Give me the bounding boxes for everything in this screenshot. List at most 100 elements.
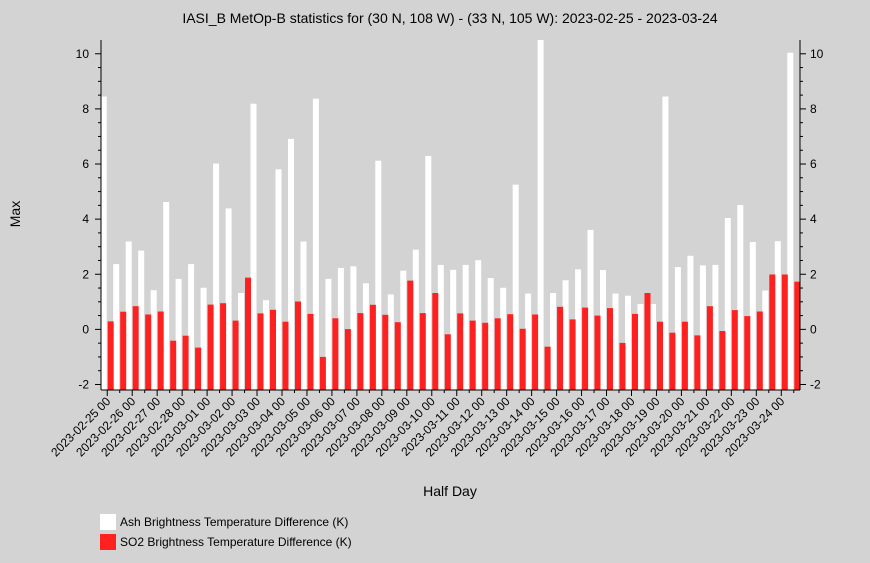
y-tick-label-right-0: 0 xyxy=(810,322,817,336)
so2-bar-27 xyxy=(444,334,451,390)
ash-bar-55 xyxy=(787,52,794,390)
ash-bar-41 xyxy=(612,293,619,390)
so2-bar-10 xyxy=(232,320,239,390)
ash-bar-4 xyxy=(150,290,157,390)
ash-bar-33 xyxy=(512,184,519,390)
so2-bar-52 xyxy=(756,311,763,390)
ash-bar-32 xyxy=(500,287,507,390)
ash-bar-20 xyxy=(350,266,357,390)
so2-bar-34 xyxy=(532,314,539,390)
so2-bar-1 xyxy=(120,311,127,390)
ash-bar-3 xyxy=(138,250,145,390)
so2-bar-39 xyxy=(594,315,601,390)
ash-bar-34 xyxy=(525,293,532,390)
ash-bar-15 xyxy=(288,138,294,390)
ash-bar-28 xyxy=(450,269,457,390)
so2-bar-11 xyxy=(245,277,251,390)
so2-bar-50 xyxy=(731,310,738,390)
ash-bar-47 xyxy=(687,255,694,390)
ash-bar-11 xyxy=(238,293,244,390)
so2-bar-6 xyxy=(182,335,189,390)
ash-bar-14 xyxy=(275,169,282,390)
ash-bar-9 xyxy=(213,163,220,390)
so2-bar-0 xyxy=(107,321,114,390)
ash-bar-24 xyxy=(400,270,407,390)
ash-bar-35 xyxy=(537,40,544,390)
so2-bar-29 xyxy=(469,320,476,390)
ash-bar-51 xyxy=(737,205,744,390)
ash-bar-6 xyxy=(175,278,182,390)
so2-bar-13 xyxy=(270,309,276,390)
ash-bar-46 xyxy=(674,267,681,390)
so2-bar-53 xyxy=(769,274,776,390)
y-tick-label-right-2: 2 xyxy=(810,267,817,281)
legend-label-so2: SO2 Brightness Temperature Difference (K… xyxy=(120,535,352,549)
y-tick-label-left-8: 8 xyxy=(82,102,89,116)
so2-bar-17 xyxy=(319,356,326,390)
y-tick-label-right-4: 4 xyxy=(810,212,817,226)
y-tick-label-left-4: 4 xyxy=(82,212,89,226)
so2-bar-20 xyxy=(357,313,364,390)
ash-bar-45 xyxy=(662,96,669,390)
ash-bar-42 xyxy=(625,295,631,390)
ash-bar-13 xyxy=(263,300,269,390)
ash-bar-8 xyxy=(200,287,207,390)
legend-item-so2: SO2 Brightness Temperature Difference (K… xyxy=(100,532,352,552)
so2-bar-48 xyxy=(706,306,713,390)
so2-bar-41 xyxy=(619,342,626,390)
ash-bar-54 xyxy=(774,241,781,390)
ash-bar-52 xyxy=(749,242,756,390)
ash-bar-36 xyxy=(550,293,557,390)
so2-bar-25 xyxy=(419,313,426,390)
ash-bar-0 xyxy=(100,96,107,390)
ash-bar-23 xyxy=(387,294,394,390)
ash-bar-18 xyxy=(325,278,332,390)
so2-bar-31 xyxy=(494,318,501,390)
so2-bar-9 xyxy=(220,303,227,390)
so2-bar-26 xyxy=(432,293,439,390)
x-axis-label: Half Day xyxy=(423,483,477,499)
so2-bar-16 xyxy=(307,313,314,390)
ash-bar-49 xyxy=(712,264,719,390)
so2-bar-28 xyxy=(457,313,464,390)
so2-bar-45 xyxy=(669,332,676,390)
ash-bar-26 xyxy=(425,156,432,390)
ash-bar-44 xyxy=(650,304,656,390)
ash-bar-10 xyxy=(225,208,232,390)
so2-bar-37 xyxy=(569,319,576,390)
ash-bar-21 xyxy=(362,283,369,390)
ash-bar-29 xyxy=(462,264,469,390)
ash-bar-30 xyxy=(475,260,482,390)
so2-bar-18 xyxy=(332,318,339,390)
ash-bar-16 xyxy=(300,241,307,390)
so2-bar-33 xyxy=(519,328,526,390)
so2-bar-47 xyxy=(694,335,701,390)
so2-bar-44 xyxy=(657,321,663,390)
y-tick-label-left--2: -2 xyxy=(78,377,89,391)
so2-bar-4 xyxy=(157,311,164,390)
so2-bar-21 xyxy=(369,304,376,390)
so2-bar-46 xyxy=(681,321,688,390)
legend-item-ash: Ash Brightness Temperature Difference (K… xyxy=(100,512,352,532)
y-tick-label-right--2: -2 xyxy=(810,377,821,391)
so2-bar-2 xyxy=(132,306,139,390)
y-tick-label-right-8: 8 xyxy=(810,102,817,116)
ash-bar-27 xyxy=(437,264,444,390)
so2-bar-12 xyxy=(257,313,264,390)
so2-bar-54 xyxy=(781,274,788,390)
ash-bar-2 xyxy=(125,241,132,390)
legend-swatch-ash xyxy=(100,514,116,530)
so2-bar-43 xyxy=(644,293,651,390)
ash-bar-48 xyxy=(699,265,706,390)
so2-bar-32 xyxy=(507,314,514,390)
ash-bar-22 xyxy=(375,160,382,390)
ash-bar-39 xyxy=(587,229,594,390)
y-tick-label-left-0: 0 xyxy=(82,322,89,336)
ash-bar-37 xyxy=(562,280,569,390)
ash-bar-7 xyxy=(188,264,195,390)
so2-bar-22 xyxy=(382,314,389,390)
y-axis-label: Max xyxy=(7,201,23,227)
ash-bar-25 xyxy=(412,249,419,390)
so2-bar-14 xyxy=(282,321,289,390)
